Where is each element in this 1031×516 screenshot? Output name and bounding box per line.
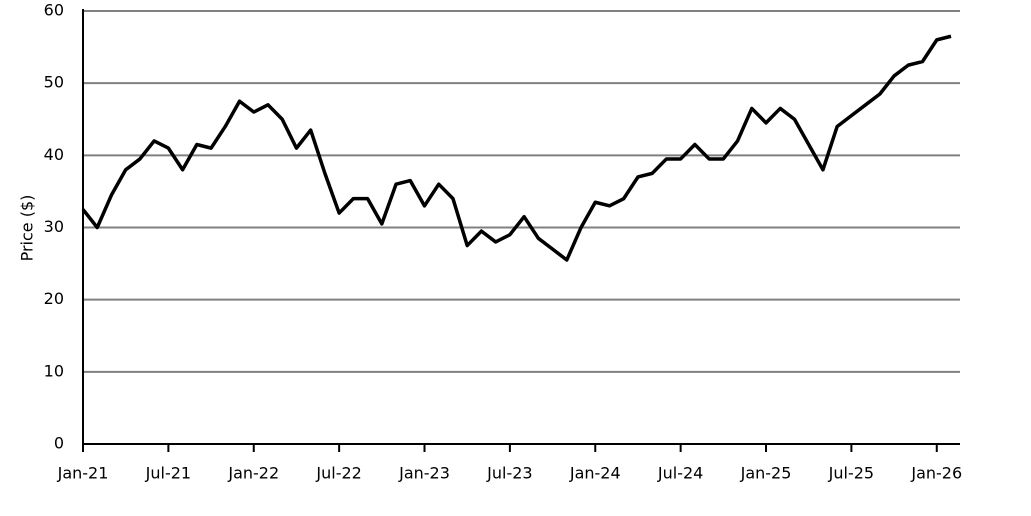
x-tick-label: Jan-21 [57, 464, 109, 483]
y-tick-label: 40 [44, 145, 64, 164]
y-axis-label: Price ($) [18, 195, 37, 262]
y-tick-label: 10 [44, 361, 64, 380]
y-tick-label: 30 [44, 217, 64, 236]
x-tick-label: Jul-23 [486, 464, 532, 483]
x-tick-label: Jul-24 [657, 464, 703, 483]
x-tick-label: Jan-26 [910, 464, 962, 483]
y-tick-label: 50 [44, 73, 64, 92]
x-tick-label: Jan-23 [398, 464, 450, 483]
y-tick-label: 20 [44, 289, 64, 308]
y-tick-label: 0 [54, 434, 64, 453]
x-tick-label: Jul-22 [315, 464, 361, 483]
x-tick-label: Jan-24 [569, 464, 621, 483]
x-tick-label: Jul-25 [828, 464, 874, 483]
x-tick-label: Jul-21 [145, 464, 191, 483]
price-line [81, 34, 952, 262]
y-tick-label: 60 [44, 1, 64, 20]
x-tick-label: Jan-25 [740, 464, 792, 483]
x-tick-label: Jan-22 [227, 464, 279, 483]
